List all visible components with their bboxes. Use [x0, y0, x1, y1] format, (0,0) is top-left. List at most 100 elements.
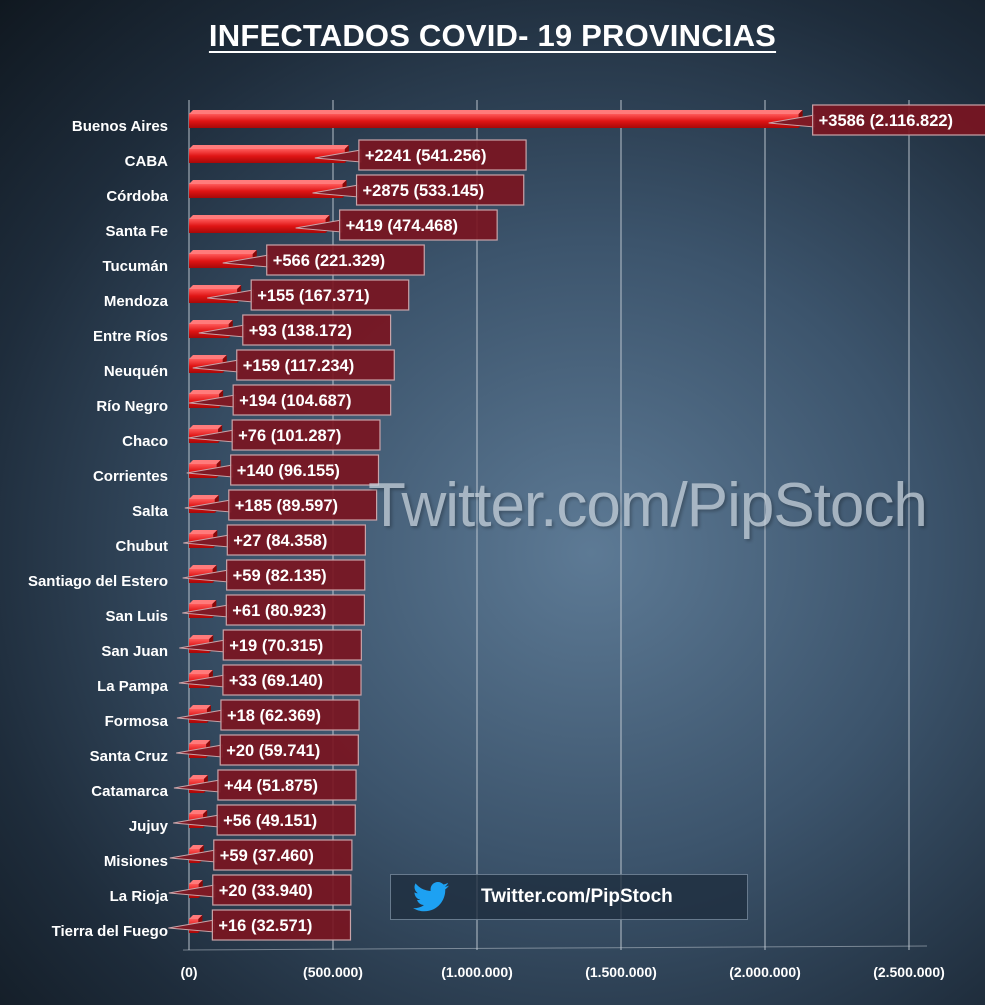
- bar-top: [189, 250, 257, 254]
- data-label: +16 (32.571): [218, 917, 312, 935]
- bar-top: [189, 810, 208, 814]
- data-label-box: [266, 244, 425, 276]
- bar-top: [189, 390, 224, 394]
- data-label: +27 (84.358): [233, 532, 327, 550]
- data-label: +44 (51.875): [224, 777, 318, 795]
- bar-top: [189, 425, 223, 429]
- category-label: Catamarca: [91, 783, 168, 800]
- data-label: +33 (69.140): [229, 672, 323, 690]
- category-label: Misiones: [104, 853, 168, 870]
- x-tick-label: (2.000.000): [729, 964, 801, 980]
- data-label: +140 (96.155): [237, 462, 340, 480]
- data-label-box: [226, 559, 366, 591]
- data-label-box: [232, 384, 392, 416]
- category-label: Formosa: [105, 713, 169, 730]
- data-label: +18 (62.369): [227, 707, 321, 725]
- data-labels: +3586 (2.116.822) +2241 (541.256) +2875 (5…: [168, 104, 985, 941]
- bar-top: [189, 110, 803, 114]
- twitter-bird-icon: [413, 882, 449, 912]
- data-label: +20 (33.940): [219, 882, 313, 900]
- bar-top: [189, 600, 217, 604]
- data-label: +59 (82.135): [233, 567, 327, 585]
- x-tick-label: (1.000.000): [441, 964, 513, 980]
- data-label: +19 (70.315): [229, 637, 323, 655]
- bar-top: [189, 495, 219, 499]
- x-tick-label: (2.500.000): [873, 964, 945, 980]
- bar: [189, 149, 345, 163]
- data-label-box: [355, 174, 525, 206]
- category-label: Córdoba: [106, 188, 168, 205]
- category-label: Chubut: [116, 538, 168, 555]
- bar-top: [189, 705, 211, 709]
- bar-top: [189, 215, 330, 219]
- bar-top: [189, 740, 211, 744]
- data-label: +2241 (541.256): [365, 147, 487, 165]
- bar-top: [189, 320, 233, 324]
- category-label: La Rioja: [110, 888, 169, 905]
- data-label: +566 (221.329): [273, 252, 385, 270]
- data-label: +2875 (533.145): [363, 182, 485, 200]
- category-label: Neuquén: [104, 363, 168, 380]
- axis-floor: [182, 945, 928, 951]
- category-label: Santa Cruz: [90, 748, 168, 765]
- category-label: Tucumán: [102, 258, 168, 275]
- data-label-box: [812, 104, 985, 136]
- bar-top: [189, 565, 217, 569]
- category-label: Tierra del Fuego: [52, 923, 168, 940]
- category-label: Corrientes: [93, 468, 168, 485]
- data-label-box: [216, 804, 356, 836]
- watermark-banner: Twitter.com/PipStoch: [390, 874, 748, 920]
- data-label: +419 (474.468): [346, 217, 458, 235]
- data-label: +20 (59.741): [226, 742, 320, 760]
- data-label-box: [231, 419, 381, 451]
- x-tick-label: (1.500.000): [585, 964, 657, 980]
- data-label-box: [225, 594, 366, 626]
- category-label: San Juan: [101, 643, 168, 660]
- data-label-box: [212, 874, 352, 906]
- bar-top: [189, 845, 204, 849]
- bar-top: [189, 180, 347, 184]
- watermark-text: Twitter.com/PipStoch: [368, 471, 928, 540]
- data-label: +185 (89.597): [235, 497, 338, 515]
- data-label: +59 (37.460): [220, 847, 314, 865]
- category-label: Río Negro: [96, 398, 168, 415]
- data-label: +76 (101.287): [238, 427, 341, 445]
- bar-top: [189, 915, 203, 919]
- category-label: Buenos Aires: [72, 118, 168, 135]
- bar-top: [189, 530, 218, 534]
- chart-title: INFECTADOS COVID- 19 PROVINCIAS: [208, 18, 777, 53]
- bar-top: [189, 460, 221, 464]
- category-label: Jujuy: [129, 818, 169, 835]
- data-label-box: [250, 279, 410, 311]
- data-label: +159 (117.234): [243, 357, 354, 375]
- x-axis-tick-labels: (0) (500.000) (1.000.000) (1.500.000) (2.000…: [180, 964, 944, 980]
- category-label: San Luis: [105, 608, 168, 625]
- data-label-box: [358, 139, 527, 171]
- data-label-box: [230, 454, 380, 486]
- category-label: Santa Fe: [105, 223, 168, 240]
- bar-top: [189, 635, 214, 639]
- x-tick-label: (0): [180, 964, 197, 980]
- bar-top: [189, 355, 227, 359]
- data-label-box: [220, 699, 360, 731]
- data-label: +3586 (2.116.822): [819, 112, 953, 130]
- data-label-box: [222, 664, 362, 696]
- x-tick-label: (500.000): [303, 964, 363, 980]
- data-label: +155 (167.371): [257, 287, 369, 305]
- bar: [189, 184, 343, 198]
- bar-top: [189, 145, 349, 149]
- bar-top: [189, 880, 203, 884]
- bar: [189, 219, 326, 233]
- data-label-box: [226, 524, 366, 556]
- bar-top: [189, 775, 208, 779]
- bars: [189, 110, 803, 933]
- data-label: +93 (138.172): [249, 322, 352, 340]
- category-labels: Buenos Aires CABA Córdoba Santa Fe Tucumán Me…: [28, 118, 169, 940]
- data-label-box: [211, 909, 352, 941]
- data-label: +56 (49.151): [223, 812, 317, 830]
- data-label-box: [242, 314, 392, 346]
- data-label-box: [219, 734, 359, 766]
- category-label: Chaco: [122, 433, 168, 450]
- data-label-box: [339, 209, 498, 241]
